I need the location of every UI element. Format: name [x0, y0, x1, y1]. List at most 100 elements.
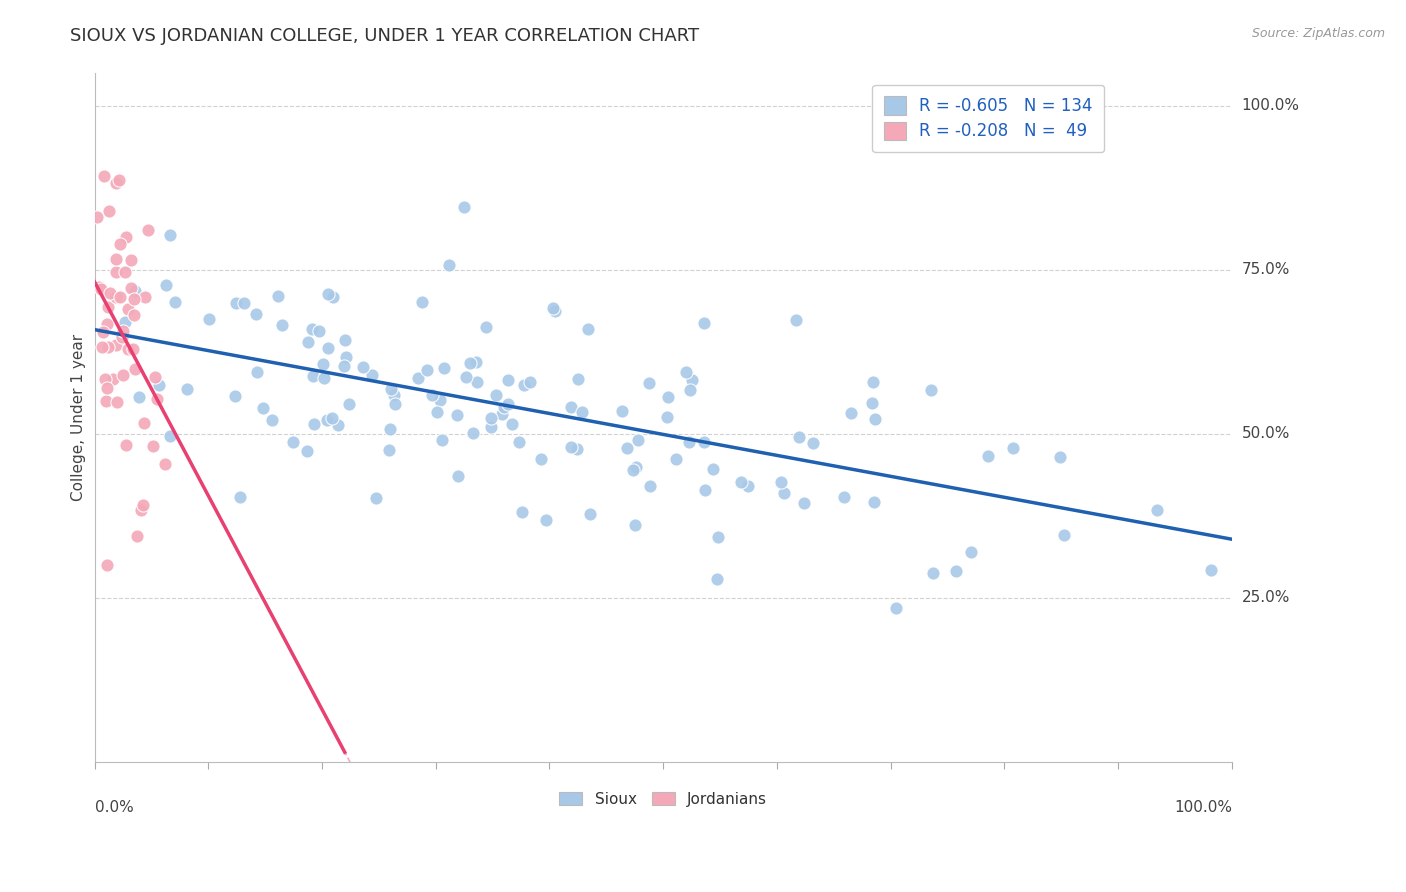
Point [333, 334, 356, 348]
Text: 100.0%: 100.0% [1241, 98, 1299, 113]
Point [458, 356, 481, 370]
Point [111, 330, 134, 344]
Point [378, 422, 401, 436]
Point [492, 401, 515, 415]
Point [91, 325, 114, 339]
Point [737, 478, 759, 492]
Text: 25.0%: 25.0% [1241, 591, 1289, 606]
Point [124, 284, 146, 298]
Point [693, 317, 716, 331]
Point [143, 370, 166, 384]
Point [860, 396, 883, 410]
Point [128, 390, 150, 404]
Point [465, 375, 488, 389]
Text: SIOUX VS JORDANIAN COLLEGE, UNDER 1 YEAR CORRELATION CHART: SIOUX VS JORDANIAN COLLEGE, UNDER 1 YEAR… [70, 27, 699, 45]
Point [665, 451, 688, 466]
Point [153, 458, 176, 472]
Point [702, 462, 724, 476]
Point [108, 172, 131, 186]
Point [326, 418, 349, 433]
Point [921, 566, 943, 581]
Point [678, 435, 700, 450]
Point [560, 400, 582, 414]
Point [959, 545, 981, 559]
Point [454, 370, 477, 384]
Text: 0.0%: 0.0% [94, 799, 134, 814]
Point [565, 442, 588, 457]
Point [297, 334, 319, 349]
Point [627, 433, 650, 447]
Point [159, 428, 181, 442]
Point [426, 405, 449, 419]
Point [862, 375, 884, 389]
Point [176, 382, 198, 396]
Point [117, 301, 139, 316]
Point [378, 443, 401, 458]
Point [693, 483, 716, 498]
Point [360, 368, 382, 382]
Point [224, 389, 246, 403]
Point [315, 413, 337, 427]
Point [382, 388, 405, 402]
Point [638, 479, 661, 493]
Point [544, 303, 567, 318]
Point [132, 498, 155, 512]
Point [621, 463, 644, 477]
Point [267, 289, 290, 303]
Point [101, 372, 124, 386]
Point [519, 376, 541, 390]
Point [98, 286, 121, 301]
Point [380, 383, 402, 397]
Point [474, 320, 496, 334]
Point [96, 381, 118, 395]
Point [131, 503, 153, 517]
Point [945, 564, 967, 578]
Point [301, 322, 323, 336]
Point [316, 342, 339, 356]
Point [657, 409, 679, 424]
Point [271, 318, 294, 333]
Point [96, 317, 118, 331]
Point [439, 258, 461, 272]
Point [94, 371, 117, 385]
Point [616, 441, 638, 455]
Point [692, 435, 714, 450]
Point [501, 417, 523, 432]
Point [679, 383, 702, 397]
Point [420, 388, 443, 402]
Point [105, 252, 128, 266]
Point [252, 401, 274, 415]
Point [508, 435, 530, 450]
Point [229, 491, 252, 505]
Point [117, 343, 139, 357]
Point [1201, 563, 1223, 577]
Text: Source: ZipAtlas.com: Source: ZipAtlas.com [1251, 27, 1385, 40]
Point [977, 449, 1000, 463]
Point [681, 373, 703, 387]
Point [105, 394, 128, 409]
Point [832, 490, 855, 504]
Point [134, 290, 156, 304]
Point [610, 404, 633, 418]
Point [479, 419, 502, 434]
Point [785, 312, 807, 326]
Point [104, 290, 127, 304]
Point [312, 357, 335, 371]
Point [1001, 441, 1024, 455]
Point [308, 325, 330, 339]
Point [314, 371, 336, 385]
Text: 75.0%: 75.0% [1241, 262, 1289, 277]
Point [87, 279, 110, 293]
Point [1049, 450, 1071, 464]
Point [225, 295, 247, 310]
Point [136, 223, 159, 237]
Point [416, 363, 439, 377]
Point [675, 366, 697, 380]
Point [510, 504, 533, 518]
Point [863, 494, 886, 508]
Point [155, 277, 177, 292]
Point [281, 435, 304, 450]
Point [496, 373, 519, 387]
Point [332, 359, 354, 373]
Point [707, 530, 730, 544]
